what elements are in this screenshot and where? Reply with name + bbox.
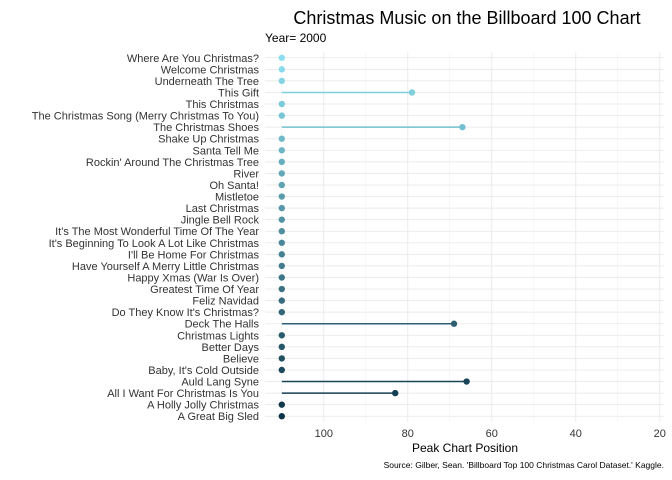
category-label: It's The Most Wonderful Time Of The Year [55, 226, 259, 238]
category-label: Christmas Lights [177, 330, 259, 342]
category-label: Last Christmas [186, 203, 260, 215]
x-tick-label: 40 [570, 428, 582, 440]
lollipop-point [459, 123, 466, 131]
category-label: Do They Know It's Christmas? [112, 307, 259, 319]
lollipop-point [278, 401, 285, 408]
x-tick-labels: 100 80 60 40 20 [315, 428, 666, 440]
category-label: Where Are You Christmas? [127, 53, 259, 65]
lollipop-point [278, 308, 285, 316]
category-label: The Christmas Shoes [153, 122, 259, 134]
category-label: Rockin' Around The Christmas Tree [86, 157, 259, 169]
category-label: The Christmas Song (Merry Christmas To Y… [32, 111, 259, 123]
x-tick-label: 60 [486, 428, 498, 440]
lollipop-point [463, 378, 470, 385]
category-label: Greatest Time Of Year [150, 284, 259, 296]
category-labels: Where Are You Christmas?Welcome Christma… [32, 53, 260, 423]
category-label: Deck The Halls [185, 319, 260, 331]
category-label: A Great Big Sled [178, 411, 259, 423]
lollipop-point [278, 54, 285, 61]
lollipop-point [408, 89, 416, 96]
lollipop-point [278, 100, 285, 108]
lollipop-point [278, 170, 285, 177]
lollipop-point [278, 135, 285, 142]
category-label: It's Beginning To Look A Lot Like Christ… [49, 238, 260, 250]
chart-title: Christmas Music on the Billboard 100 Cha… [293, 8, 640, 28]
category-label: All I Want For Christmas Is You [107, 388, 259, 400]
category-label: A Holly Jolly Christmas [147, 400, 259, 412]
x-tick-label: 100 [315, 428, 333, 440]
lollipop-point [392, 389, 399, 397]
lollipop-marks [278, 54, 470, 420]
category-label: Welcome Christmas [161, 64, 260, 76]
grid-lines [265, 52, 664, 422]
category-label: Better Days [202, 342, 260, 354]
lollipop-point [278, 285, 285, 293]
x-axis-title: Peak Chart Position [412, 441, 518, 455]
chart-subtitle: Year= 2000 [265, 31, 327, 45]
lollipop-point [278, 366, 285, 374]
category-label: Jingle Bell Rock [181, 215, 260, 227]
x-tick-label: 20 [654, 428, 666, 440]
category-label: Baby, It's Cold Outside [148, 365, 259, 377]
lollipop-point [278, 343, 285, 351]
lollipop-point [278, 147, 285, 154]
lollipop-point [278, 332, 285, 339]
category-label: I'll Be Home For Christmas [128, 249, 260, 261]
lollipop-point [278, 216, 285, 223]
lollipop-point [278, 228, 285, 235]
category-label: Have Yourself A Merry Little Christmas [72, 261, 260, 273]
lollipop-point [278, 66, 285, 73]
lollipop-point [278, 413, 285, 420]
lollipop-point [278, 181, 285, 189]
category-label: Auld Lang Syne [181, 377, 259, 389]
lollipop-point [278, 355, 285, 362]
lollipop-point [278, 158, 285, 166]
lollipop-point [278, 239, 285, 246]
x-tick-label: 80 [402, 428, 414, 440]
lollipop-point [278, 77, 285, 85]
category-label: Believe [223, 353, 259, 365]
category-label: Mistletoe [215, 192, 259, 204]
chart-caption: Source: Gilber, Sean. 'Billboard Top 100… [384, 460, 664, 470]
category-label: Oh Santa! [209, 180, 259, 192]
lollipop-point [278, 251, 285, 258]
category-label: Shake Up Christmas [158, 134, 259, 146]
lollipop-point [278, 112, 285, 119]
lollipop-point [450, 320, 458, 327]
category-label: This Christmas [186, 99, 260, 111]
lollipop-point [278, 204, 285, 212]
category-label: Santa Tell Me [193, 145, 259, 157]
category-label: This Gift [218, 87, 259, 99]
lollipop-point [278, 297, 285, 304]
lollipop-point [278, 262, 285, 270]
lollipop-point [278, 193, 285, 200]
lollipop-point [278, 274, 285, 281]
category-label: River [233, 168, 259, 180]
category-label: Underneath The Tree [155, 76, 259, 88]
category-label: Happy Xmas (War Is Over) [127, 272, 259, 284]
category-label: Feliz Navidad [192, 296, 259, 308]
